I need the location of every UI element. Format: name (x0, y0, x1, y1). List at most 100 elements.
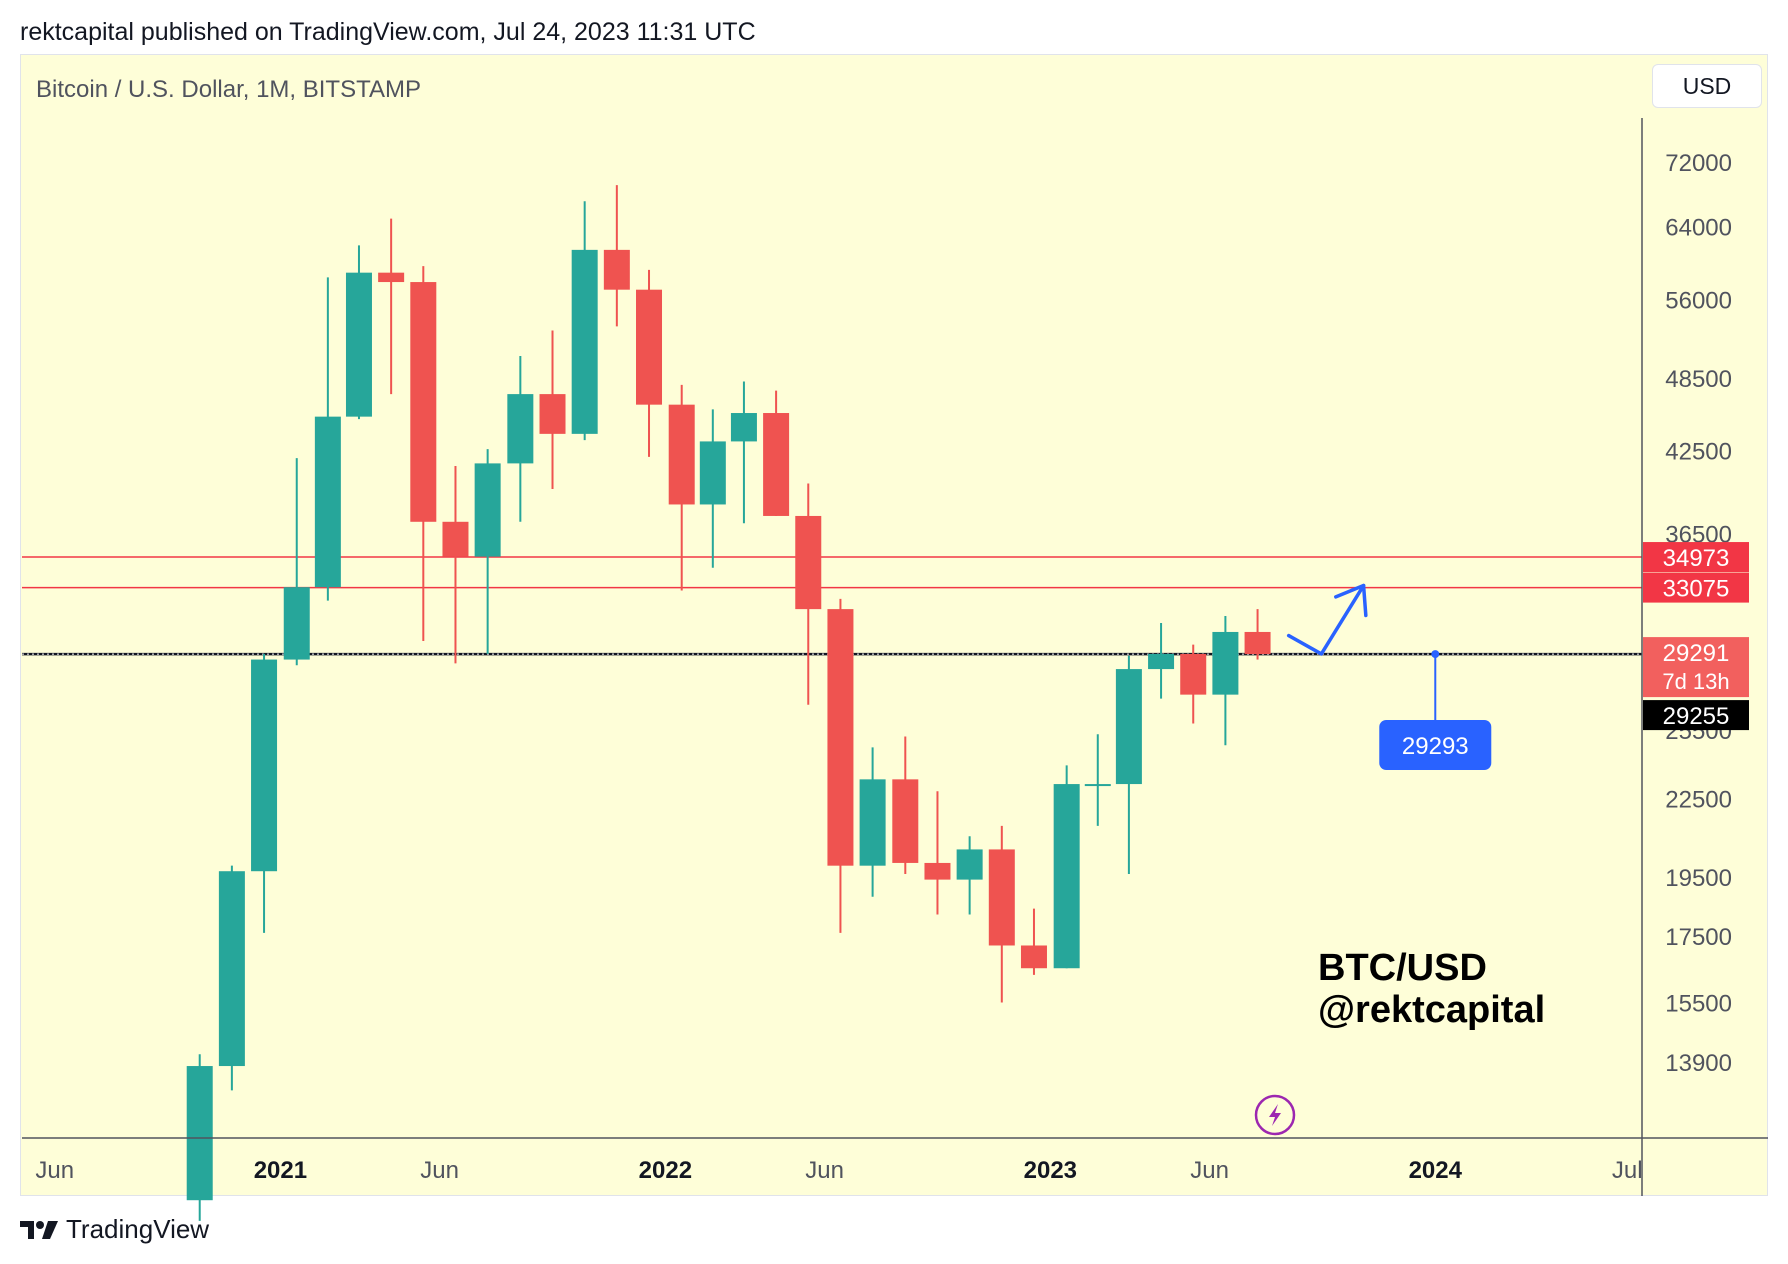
candle-2022-04[interactable] (763, 390, 790, 516)
candle-2021-11[interactable] (603, 185, 630, 327)
candle-2021-12[interactable] (636, 269, 663, 457)
level-badge-33075-box (1643, 572, 1749, 603)
x-tick-label: Jun (35, 1157, 74, 1184)
y-tick-label: 72000 (1665, 150, 1732, 177)
candle-2022-09[interactable] (924, 791, 951, 915)
candle-2022-03[interactable] (730, 381, 757, 524)
current-price-badge-text: 29291 (1663, 640, 1730, 667)
y-tick-label: 64000 (1665, 214, 1732, 241)
current-price-badge-countdown: 7d 13h (1662, 669, 1729, 694)
candle-2021-02[interactable] (314, 277, 341, 601)
x-tick-label: Jul (1612, 1157, 1643, 1184)
candle-2021-04[interactable] (378, 218, 405, 395)
candle-body (1244, 631, 1271, 655)
y-tick-label: 17500 (1665, 924, 1732, 951)
candle-body (668, 404, 695, 505)
candle-2020-10[interactable] (186, 1054, 213, 1221)
symbol-label[interactable]: Bitcoin / U.S. Dollar, 1M, BITSTAMP (36, 76, 421, 103)
candle-body (795, 515, 822, 610)
candle-body (410, 282, 437, 522)
candle-body (474, 463, 501, 557)
candle-2023-07[interactable] (1244, 609, 1271, 660)
candle-body (1212, 631, 1239, 695)
candle-body (924, 862, 951, 880)
candle-2021-09[interactable] (539, 330, 566, 490)
candle-2021-06[interactable] (442, 466, 469, 664)
candle-body (1020, 945, 1047, 969)
candle-2023-02[interactable] (1084, 734, 1111, 826)
candle-body (730, 413, 757, 442)
candle-2023-05[interactable] (1180, 644, 1207, 724)
candle-2023-01[interactable] (1053, 765, 1080, 969)
candle-body (859, 779, 886, 866)
candle-body (251, 659, 278, 872)
candle-2022-11[interactable] (988, 825, 1015, 1003)
watermark: BTC/USD @rektcapital (1318, 947, 1545, 1031)
candle-2022-05[interactable] (795, 483, 822, 705)
axes: 7200064000560004850042500365002550022500… (22, 118, 1768, 1196)
candle-2020-11[interactable] (218, 865, 245, 1091)
measure-label-box[interactable] (1379, 720, 1492, 770)
candle-body (699, 441, 726, 505)
candle-2021-10[interactable] (571, 201, 598, 441)
x-tick-label: 2023 (1024, 1157, 1077, 1184)
x-tick-label: 2022 (639, 1157, 692, 1184)
x-tick-label: 2021 (254, 1157, 307, 1184)
candle-2021-03[interactable] (345, 245, 372, 420)
candle-body (1084, 784, 1111, 787)
current-price-badge-box (1643, 637, 1749, 698)
candle-2021-01[interactable] (283, 458, 310, 666)
watermark-line-2: @rektcapital (1318, 989, 1545, 1031)
candle-body (283, 587, 310, 660)
candle-2021-07[interactable] (474, 449, 501, 654)
currency-button[interactable]: USD (1652, 64, 1762, 108)
candle-body (988, 849, 1015, 946)
candle-body (314, 416, 341, 588)
candle-2021-08[interactable] (507, 355, 534, 522)
candle-body (507, 394, 534, 464)
dotted-level-badge-box (1643, 700, 1749, 731)
chart-frame[interactable] (20, 54, 1768, 1196)
projection-path[interactable] (1286, 583, 1366, 656)
candle-2021-05[interactable] (410, 266, 437, 642)
y-tick-label: 19500 (1665, 865, 1732, 892)
candle-body (892, 779, 919, 863)
candle-2022-02[interactable] (699, 409, 726, 568)
candle-body (186, 1066, 213, 1201)
candle-body (763, 413, 790, 516)
candle-2022-06[interactable] (827, 598, 854, 933)
level-badge-34973-text: 34973 (1663, 545, 1730, 572)
y-tick-label: 13900 (1665, 1050, 1732, 1077)
candle-body (1180, 653, 1207, 695)
y-tick-label: 48500 (1665, 366, 1732, 393)
candle-body (1053, 784, 1080, 969)
projection-arrowhead (1334, 583, 1368, 618)
footer-brand[interactable]: TradingView (20, 1214, 209, 1245)
candles (186, 185, 1271, 1221)
candle-2023-04[interactable] (1148, 623, 1175, 699)
candle-2022-10[interactable] (956, 836, 983, 915)
x-tick-label: 2024 (1409, 1157, 1463, 1184)
candle-body (539, 394, 566, 434)
candle-body (1115, 669, 1142, 785)
level-badge-34973-box (1643, 542, 1749, 573)
candle-2020-12[interactable] (251, 653, 278, 933)
candle-2023-03[interactable] (1115, 655, 1142, 874)
candle-2022-01[interactable] (668, 384, 695, 591)
y-tick-label: 56000 (1665, 287, 1732, 314)
dotted-level-badge-text: 29255 (1663, 703, 1730, 730)
candle-2022-12[interactable] (1020, 908, 1047, 975)
lightning-icon[interactable] (1254, 1094, 1296, 1136)
candle-body (378, 272, 405, 283)
candle-2022-08[interactable] (892, 736, 919, 874)
candle-body (345, 272, 372, 417)
y-tick-label: 15500 (1665, 990, 1732, 1017)
footer-brand-text: TradingView (66, 1214, 210, 1244)
candle-body (1148, 653, 1175, 670)
measure-label-text: 29293 (1402, 733, 1469, 760)
candle-2022-07[interactable] (859, 747, 886, 897)
candle-2023-06[interactable] (1212, 616, 1239, 746)
x-tick-label: Jun (420, 1157, 459, 1184)
